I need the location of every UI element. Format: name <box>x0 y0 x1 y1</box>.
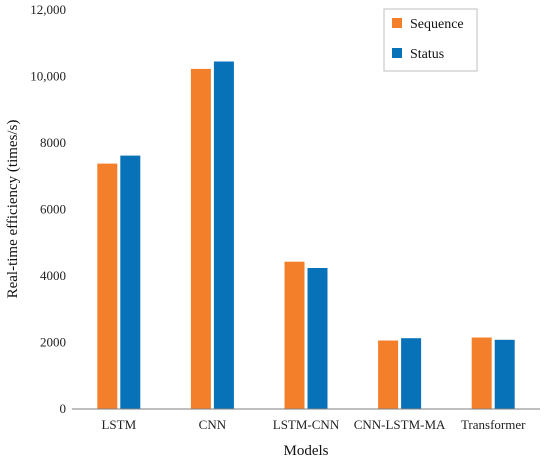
legend-label-status: Status <box>410 47 444 62</box>
bar-status-transformer <box>494 339 515 409</box>
bar-status-lstm <box>120 155 141 409</box>
bar-sequence-lstm-cnn <box>284 261 305 409</box>
bars-layer <box>97 61 515 410</box>
bar-status-cnn-lstm-ma <box>401 338 422 409</box>
bar-sequence-cnn <box>190 68 211 410</box>
y-tick-label: 8000 <box>40 135 66 150</box>
y-tick-label: 12,000 <box>30 2 66 17</box>
x-tick-label: Transformer <box>461 417 526 432</box>
bar-status-lstm-cnn <box>307 268 328 409</box>
x-tick-label: CNN <box>199 417 227 432</box>
x-tick-label: CNN-LSTM-MA <box>354 417 446 432</box>
y-tick-label: 6000 <box>40 202 66 217</box>
y-tick-label: 4000 <box>40 268 66 283</box>
legend-swatch-sequence <box>392 18 402 28</box>
y-tick-labels: 0 2000 4000 6000 8000 10,000 12,000 <box>30 2 66 416</box>
y-axis-title: Real-time efficiency (times/s) <box>5 120 21 299</box>
legend: Sequence Status <box>383 8 478 72</box>
x-tick-labels: LSTM CNN LSTM-CNN CNN-LSTM-MA Transformer <box>101 417 526 432</box>
y-tick-label: 0 <box>60 401 67 416</box>
legend-label-sequence: Sequence <box>410 17 464 32</box>
legend-swatch-status <box>392 48 402 58</box>
bar-sequence-transformer <box>471 337 492 409</box>
bar-sequence-cnn-lstm-ma <box>378 340 399 409</box>
x-axis-title: Models <box>284 443 329 459</box>
bar-status-cnn <box>213 61 234 409</box>
bar-sequence-lstm <box>97 163 118 409</box>
y-tick-label: 2000 <box>40 335 66 350</box>
y-tick-label: 10,000 <box>30 69 66 84</box>
x-tick-label: LSTM <box>101 417 136 432</box>
x-tick-label: LSTM-CNN <box>273 417 340 432</box>
